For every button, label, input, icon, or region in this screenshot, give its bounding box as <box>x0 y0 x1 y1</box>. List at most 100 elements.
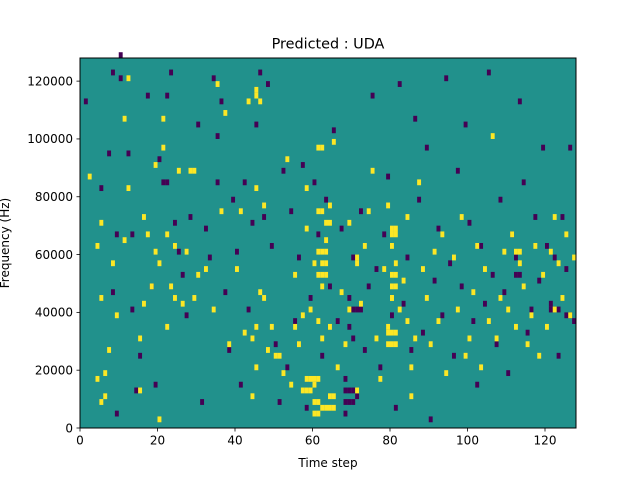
high-cell <box>258 98 263 105</box>
high-cell <box>300 387 305 394</box>
high-cell-group <box>87 75 577 423</box>
low-cell <box>304 404 309 411</box>
low-cell <box>200 399 205 405</box>
high-cell <box>320 208 325 215</box>
high-cell <box>316 318 321 324</box>
low-cell <box>436 225 441 232</box>
high-cell <box>242 329 247 336</box>
high-cell <box>169 283 174 290</box>
high-cell <box>176 167 181 174</box>
high-cell <box>393 260 398 267</box>
low-cell <box>308 295 313 301</box>
low-cell <box>269 243 274 249</box>
low-cell <box>161 179 166 186</box>
high-cell <box>114 312 119 319</box>
high-cell <box>254 364 259 371</box>
low-cell <box>211 75 216 82</box>
high-cell <box>339 289 344 296</box>
high-cell <box>304 225 309 232</box>
high-cell <box>533 243 538 249</box>
high-cell <box>246 98 251 105</box>
high-cell <box>308 306 313 313</box>
high-cell <box>552 306 557 313</box>
high-cell <box>316 248 321 255</box>
low-cell <box>568 144 573 151</box>
low-cell <box>134 387 139 394</box>
high-cell <box>494 335 499 342</box>
low-cell <box>126 150 131 157</box>
high-cell <box>196 271 201 278</box>
high-cell <box>537 352 542 359</box>
low-cell <box>223 289 228 296</box>
low-cell <box>347 323 352 330</box>
high-cell <box>180 300 185 307</box>
low-cell <box>459 283 464 290</box>
low-cell <box>386 173 391 180</box>
low-cell <box>517 271 522 278</box>
low-cell <box>355 393 360 400</box>
high-cell <box>475 243 480 249</box>
high-cell <box>161 115 166 122</box>
high-cell <box>390 283 394 290</box>
high-cell <box>417 179 422 186</box>
low-cell <box>118 52 123 59</box>
high-cell <box>502 248 507 255</box>
low-cell <box>537 277 542 284</box>
low-cell <box>351 335 356 342</box>
low-cell <box>204 225 208 232</box>
low-cell <box>165 92 170 99</box>
low-cell <box>347 387 352 394</box>
low-cell <box>343 410 348 417</box>
high-cell <box>285 156 290 163</box>
low-cell <box>351 387 356 394</box>
high-cell <box>211 306 216 313</box>
high-cell <box>184 248 189 255</box>
high-cell <box>459 214 464 220</box>
low-cell <box>455 167 460 174</box>
low-cell <box>359 306 363 313</box>
high-cell <box>308 387 313 394</box>
low-cell <box>351 254 356 261</box>
high-cell <box>297 341 301 348</box>
high-cell <box>87 173 92 180</box>
high-cell <box>328 219 332 226</box>
y-axis: 0 20000 40000 60000 80000 100000 120000 <box>27 74 80 435</box>
x-tick-label: 20 <box>150 434 165 448</box>
low-cell <box>215 133 220 139</box>
y-tick-label: 60000 <box>35 248 73 262</box>
high-cell <box>541 271 546 278</box>
plot-area <box>80 52 577 428</box>
low-cell <box>169 69 174 76</box>
low-cell <box>471 318 476 324</box>
high-cell <box>324 260 329 267</box>
high-cell <box>324 219 329 226</box>
y-tick-label: 120000 <box>27 74 73 88</box>
low-cell <box>564 266 569 272</box>
low-cell <box>428 416 433 423</box>
low-cell <box>479 243 484 249</box>
x-tick-label: 120 <box>534 434 557 448</box>
high-cell <box>192 295 197 301</box>
high-cell <box>254 323 259 330</box>
low-cell <box>548 306 553 313</box>
high-cell <box>390 243 394 249</box>
high-cell <box>405 214 410 220</box>
low-cell <box>231 196 236 203</box>
high-cell <box>347 219 352 226</box>
high-cell <box>227 341 232 348</box>
low-cell <box>548 300 553 307</box>
high-cell <box>312 260 317 267</box>
high-cell <box>335 364 340 371</box>
high-cell <box>409 393 414 400</box>
high-cell <box>254 86 259 93</box>
high-cell <box>572 254 577 261</box>
low-cell <box>227 347 232 353</box>
low-cell <box>165 179 170 186</box>
low-cell <box>564 312 569 319</box>
high-cell <box>556 260 561 267</box>
high-cell <box>393 225 398 232</box>
low-cell <box>335 318 340 324</box>
high-cell <box>316 144 321 151</box>
high-cell <box>393 271 398 278</box>
low-cell <box>250 219 255 226</box>
